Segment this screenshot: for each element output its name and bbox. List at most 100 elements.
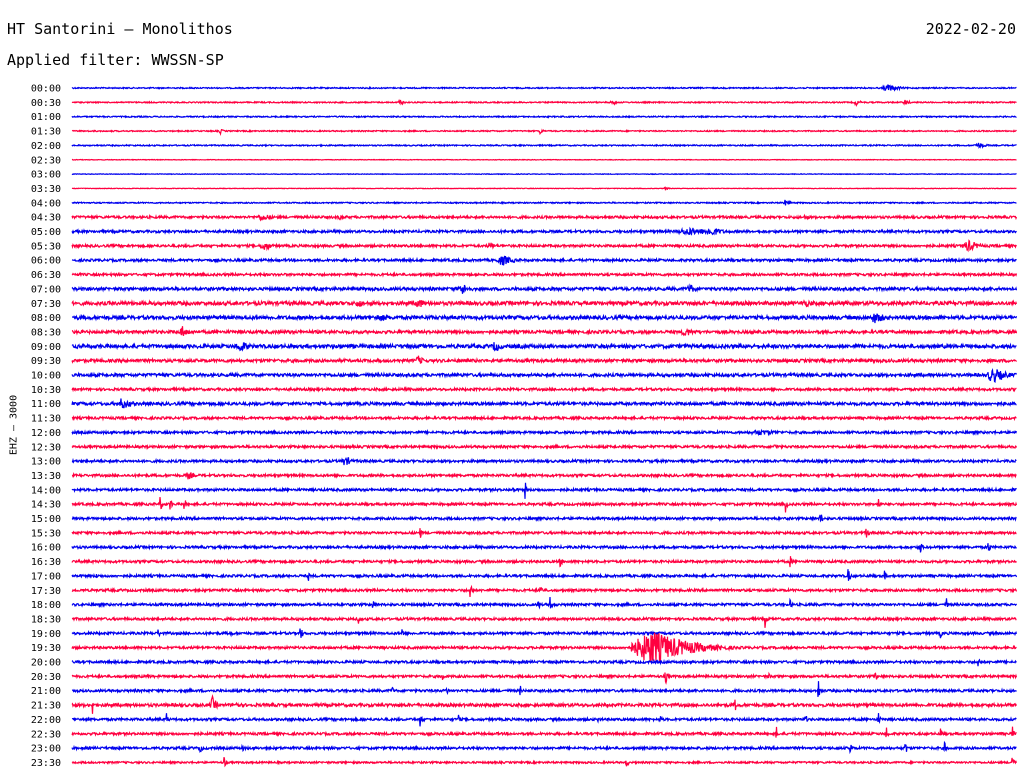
trace-line [71, 299, 1018, 308]
time-label: 22:30 [31, 729, 61, 740]
time-label: 15:00 [31, 514, 61, 525]
time-label: 07:30 [31, 299, 61, 310]
trace-line [71, 271, 1018, 279]
trace-line [71, 740, 1017, 755]
trace-line [71, 128, 1017, 136]
trace-line [71, 543, 1017, 553]
time-label: 05:30 [31, 241, 61, 252]
time-label: 19:30 [31, 643, 61, 654]
trace-line [71, 186, 1017, 191]
trace-line [71, 457, 1017, 466]
trace-line [71, 368, 1018, 383]
trace-line [71, 694, 1018, 714]
time-label: 03:30 [31, 184, 61, 195]
trace-line [71, 114, 1017, 119]
time-label: 20:30 [31, 672, 61, 683]
trace-line [71, 283, 1018, 294]
trace-line [71, 98, 1017, 108]
time-label: 09:30 [31, 356, 61, 367]
time-label: 06:30 [31, 270, 61, 281]
trace-line [71, 713, 1017, 727]
time-label: 00:00 [31, 84, 61, 95]
filter-label: Applied filter: WWSSN-SP [7, 51, 224, 69]
time-label: 01:30 [31, 127, 61, 138]
trace-line [71, 142, 1017, 150]
trace-line [71, 632, 1017, 663]
time-label: 23:30 [31, 758, 61, 769]
trace-line [71, 199, 1017, 206]
trace-line [71, 385, 1017, 393]
trace-line [71, 556, 1017, 568]
trace-line [71, 514, 1017, 523]
trace-line [71, 726, 1017, 738]
time-label: 08:00 [31, 313, 61, 324]
time-label: 21:30 [31, 701, 61, 712]
trace-line [71, 158, 1017, 161]
time-label: 08:30 [31, 327, 61, 338]
trace-line [71, 213, 1018, 222]
time-label: 16:30 [31, 557, 61, 568]
trace-line [71, 658, 1017, 667]
time-label: 15:30 [31, 528, 61, 539]
time-label: 01:00 [31, 112, 61, 123]
trace-line [71, 528, 1017, 538]
time-label: 20:00 [31, 658, 61, 669]
time-label: 02:30 [31, 155, 61, 166]
time-label: 00:30 [31, 98, 61, 109]
trace-line [71, 428, 1018, 437]
trace-line [71, 414, 1017, 422]
trace-line [71, 443, 1018, 451]
trace-line [72, 313, 1018, 324]
time-label: 16:00 [31, 543, 61, 554]
trace-line [71, 596, 1018, 610]
time-label: 13:00 [31, 457, 61, 468]
time-label: 12:30 [31, 442, 61, 453]
time-label: 14:00 [31, 485, 61, 496]
time-label: 19:00 [31, 629, 61, 640]
time-label: 11:00 [31, 399, 61, 410]
time-label: 18:00 [31, 600, 61, 611]
trace-line [71, 496, 1018, 513]
trace-line [71, 355, 1018, 365]
trace-line [71, 569, 1018, 581]
time-label: 13:30 [31, 471, 61, 482]
trace-line [71, 398, 1017, 409]
time-label: 22:00 [31, 715, 61, 726]
trace-line [71, 628, 1018, 639]
time-label: 12:00 [31, 428, 61, 439]
trace-line [71, 342, 1017, 352]
time-label: 17:30 [31, 586, 61, 597]
time-label: 04:30 [31, 213, 61, 224]
time-label: 23:00 [31, 744, 61, 755]
time-label: 05:00 [31, 227, 61, 238]
time-label: 11:30 [31, 414, 61, 425]
trace-line [71, 615, 1017, 628]
trace-line [71, 84, 1017, 92]
trace-line [71, 239, 1017, 253]
time-label: 07:00 [31, 284, 61, 295]
time-label: 18:30 [31, 614, 61, 625]
time-label: 09:00 [31, 342, 61, 353]
time-label: 10:00 [31, 371, 61, 382]
time-label: 14:30 [31, 500, 61, 511]
trace-line [71, 757, 1018, 768]
trace-line [71, 326, 1018, 337]
trace-line [71, 255, 1017, 266]
time-label: 21:00 [31, 686, 61, 697]
trace-line [71, 681, 1017, 697]
time-label: 06:00 [31, 256, 61, 267]
record-date: 2022-02-20 [925, 20, 1016, 38]
trace-line [71, 172, 1017, 176]
station-title: HT Santorini – Monolithos [7, 20, 233, 38]
time-label: 04:00 [31, 198, 61, 209]
time-label: 02:00 [31, 141, 61, 152]
trace-line [71, 226, 1017, 236]
trace-line [71, 471, 1017, 480]
trace-line [71, 584, 1018, 597]
trace-line [71, 482, 1017, 499]
time-label: 17:00 [31, 571, 61, 582]
time-label: 10:30 [31, 385, 61, 396]
time-label: 03:00 [31, 170, 61, 181]
trace-line [71, 671, 1018, 685]
